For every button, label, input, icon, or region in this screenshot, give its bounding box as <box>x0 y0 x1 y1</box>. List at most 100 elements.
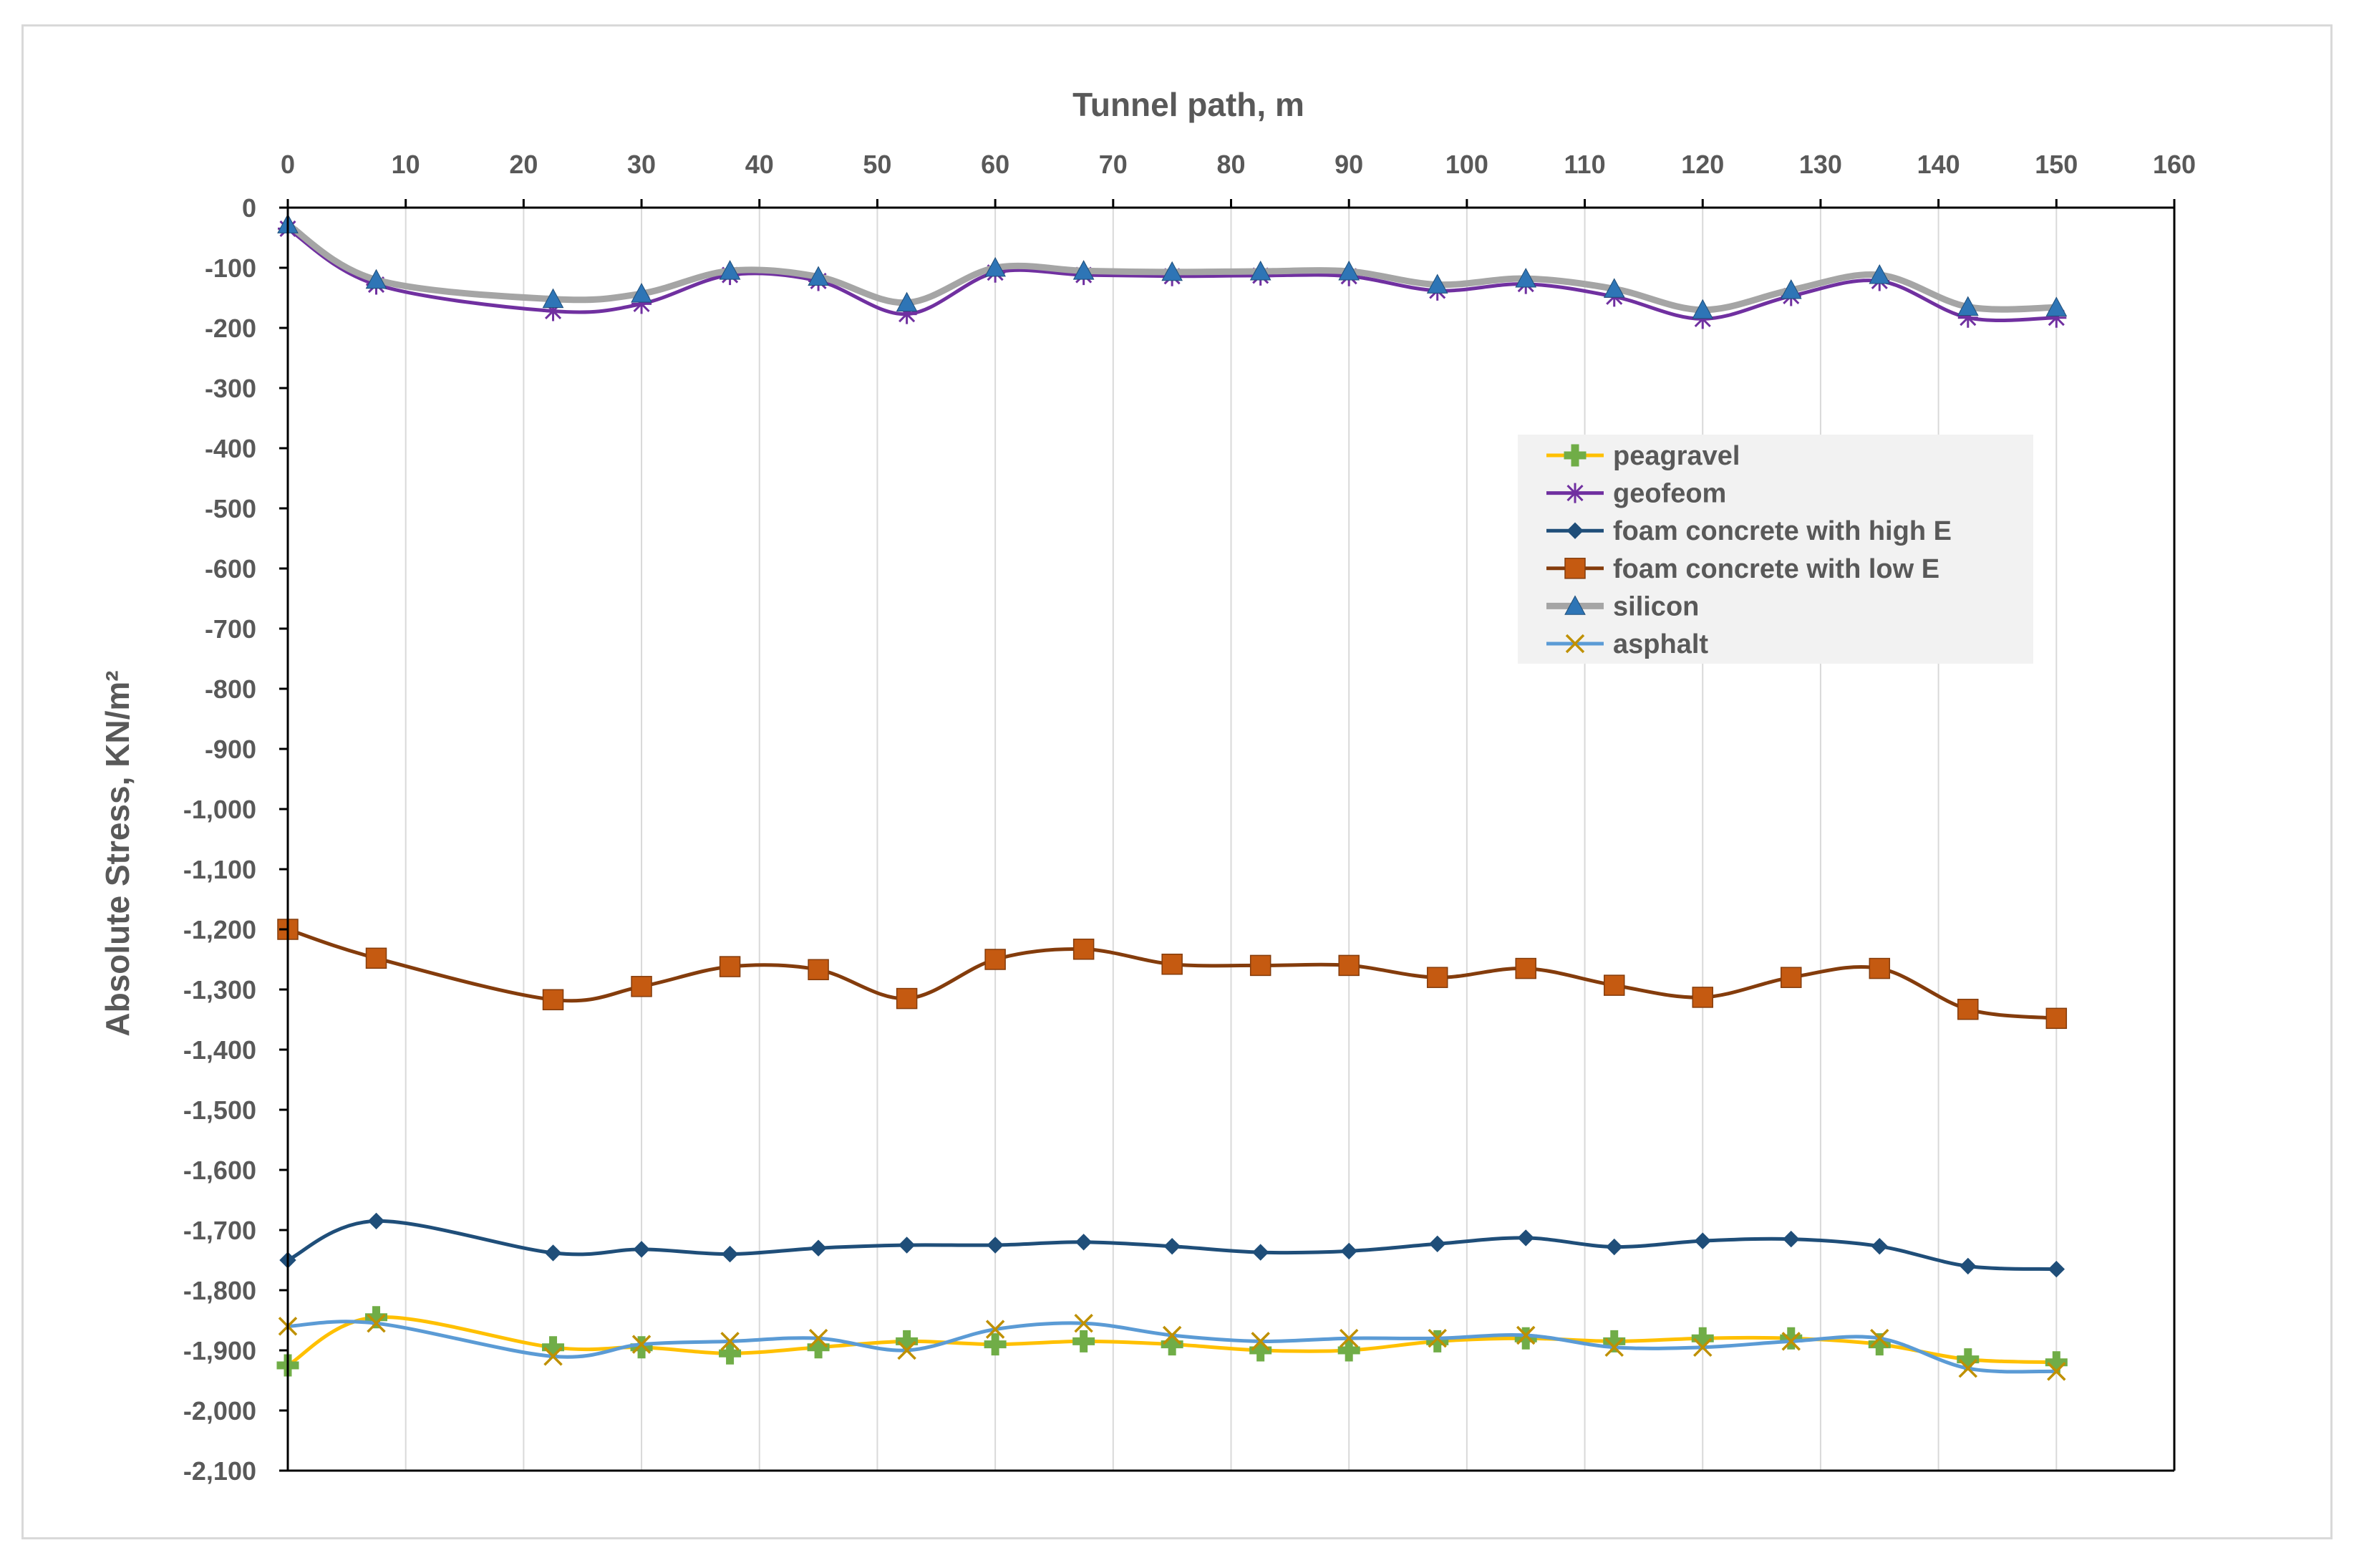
x-axis-title: Tunnel path, m <box>1072 86 1304 123</box>
legend-marker <box>1564 558 1586 579</box>
y-tick-label: -1,500 <box>183 1095 256 1125</box>
legend-marker <box>1564 595 1586 615</box>
data-point <box>543 1347 563 1366</box>
data-point <box>1339 1328 1359 1348</box>
series-2 <box>279 1212 2065 1278</box>
data-point <box>1162 1325 1182 1345</box>
data-point <box>1251 1244 1269 1261</box>
data-point <box>2047 1362 2066 1381</box>
data-point <box>367 1313 386 1333</box>
series-layer <box>276 213 2068 1381</box>
data-point <box>1869 264 1891 284</box>
x-tick-label: 140 <box>1917 150 1960 179</box>
data-point <box>898 1237 916 1254</box>
data-point <box>542 989 564 1011</box>
data-point <box>1960 1257 1977 1275</box>
x-tick-label: 50 <box>863 150 891 179</box>
y-tick-label: -900 <box>205 735 256 764</box>
data-point <box>1337 1339 1360 1362</box>
data-point <box>630 1336 653 1359</box>
series-3 <box>277 919 2068 1030</box>
x-tick-label: 20 <box>509 150 538 179</box>
data-point <box>365 947 387 969</box>
data-point <box>1516 1325 1536 1345</box>
y-tick-label: -1,900 <box>183 1336 256 1365</box>
legend-item: silicon <box>1546 591 1699 621</box>
data-point <box>1869 957 1891 979</box>
data-point <box>544 1244 562 1262</box>
x-tick-label: 0 <box>281 150 295 179</box>
y-tick-label: -500 <box>205 494 256 523</box>
data-point <box>1783 1230 1800 1248</box>
data-point <box>896 1330 919 1352</box>
data-point <box>985 1320 1005 1339</box>
data-point <box>1426 967 1448 988</box>
data-point <box>631 976 652 997</box>
y-tick-label: -600 <box>205 554 256 584</box>
data-point <box>1072 938 1095 960</box>
data-point <box>719 956 741 977</box>
chart-frame <box>21 24 2333 1539</box>
data-point <box>1249 1339 1272 1362</box>
data-point <box>897 1340 916 1360</box>
data-point <box>1603 278 1625 298</box>
data-point <box>1957 998 1979 1020</box>
data-point <box>633 1241 650 1258</box>
legend: peagravel geofeom foam concrete with high… <box>1518 435 2033 664</box>
y-tick-label: -1,400 <box>183 1035 256 1065</box>
data-point <box>1340 1242 1357 1260</box>
data-point <box>1515 957 1536 979</box>
data-point <box>1780 1327 1803 1350</box>
data-point <box>810 1239 827 1257</box>
data-point <box>1692 299 1714 319</box>
x-tick-label: 90 <box>1335 150 1363 179</box>
y-tick-label: -1,800 <box>183 1276 256 1305</box>
y-tick-label: -1,100 <box>183 855 256 884</box>
y-tick-label: -700 <box>205 614 256 644</box>
data-point <box>631 1335 652 1354</box>
data-point <box>1163 1237 1181 1255</box>
data-point <box>1781 1332 1801 1351</box>
x-tick-label: 120 <box>1681 150 1724 179</box>
y-tick-label: -400 <box>205 434 256 463</box>
y-tick-label: -800 <box>205 674 256 704</box>
data-point <box>1957 307 1978 328</box>
data-point <box>1692 987 1713 1008</box>
data-point <box>896 304 917 324</box>
y-axis-title: Absolute Stress, KN/m² <box>99 670 136 1036</box>
legend-label: asphalt <box>1613 629 1708 659</box>
y-tick-label: -1,700 <box>183 1216 256 1245</box>
x-tick-label: 40 <box>745 150 774 179</box>
legend-label: peagravel <box>1613 441 1740 471</box>
y-tick-label: -2,100 <box>183 1456 256 1486</box>
data-point <box>984 949 1006 970</box>
data-point <box>1604 1337 1624 1358</box>
data-point <box>1338 954 1360 977</box>
data-point <box>1161 1333 1183 1356</box>
x-tick-label: 70 <box>1099 150 1128 179</box>
x-tick-label: 10 <box>392 150 420 179</box>
gridlines <box>405 208 2175 1471</box>
data-point <box>1603 974 1625 996</box>
data-point <box>1072 260 1095 280</box>
data-point <box>1251 1332 1270 1351</box>
data-point <box>1161 953 1183 975</box>
data-point <box>1075 1234 1093 1251</box>
data-point <box>1428 1235 1446 1253</box>
legend-label: foam concrete with low E <box>1613 554 1939 584</box>
legend-item: asphalt <box>1546 629 1708 659</box>
data-point <box>1694 1232 1711 1249</box>
data-point <box>807 1336 830 1359</box>
y-tick-label: -2,000 <box>183 1396 256 1426</box>
x-tick-label: 60 <box>981 150 1009 179</box>
data-point <box>2045 1351 2068 1374</box>
y-tick-label: -200 <box>205 314 256 343</box>
data-point <box>1958 1358 1978 1378</box>
data-point <box>1161 261 1183 281</box>
legend-marker <box>1566 522 1584 539</box>
x-tick-label: 130 <box>1799 150 1842 179</box>
data-point <box>1780 279 1802 299</box>
legend-marker <box>1565 634 1585 654</box>
series-4 <box>277 213 2068 319</box>
